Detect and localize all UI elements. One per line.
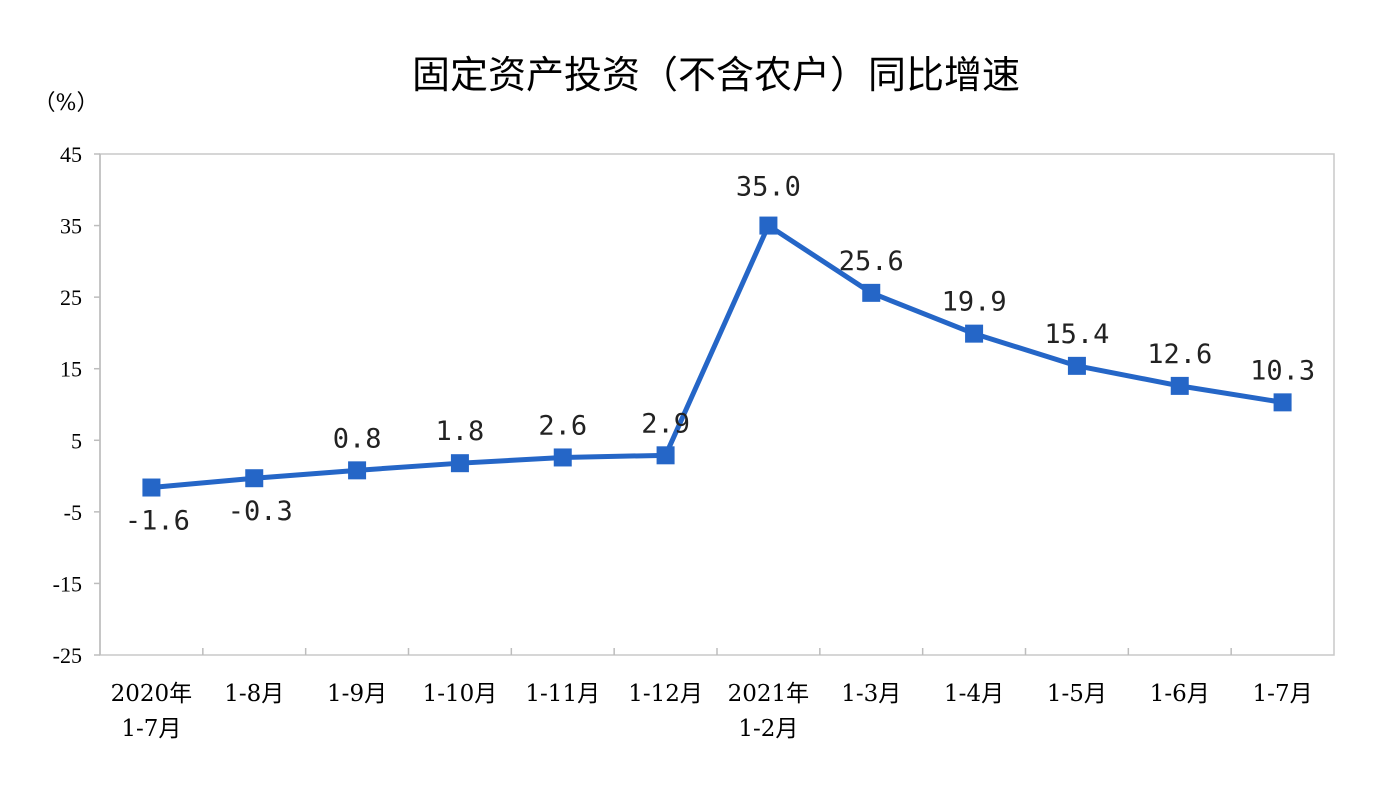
x-tick-label: 1-2月 — [738, 716, 798, 742]
data-point — [1170, 376, 1189, 395]
data-label: 35.0 — [736, 172, 801, 203]
y-tick-label: -25 — [53, 643, 82, 668]
x-tick-label: 1-11月 — [525, 681, 600, 707]
x-tick-label: 1-5月 — [1047, 681, 1107, 707]
data-point — [1273, 393, 1292, 412]
data-point — [348, 461, 367, 480]
y-axis: 45 35 25 15 5 -5 -15 -25 — [53, 142, 101, 668]
data-point — [245, 469, 264, 488]
data-label: 15.4 — [1044, 319, 1109, 350]
data-label: 25.6 — [839, 246, 904, 277]
x-tick-label: 1-7月 — [121, 716, 181, 742]
data-point — [759, 216, 778, 235]
y-tick-label: 25 — [60, 285, 82, 310]
y-tick-label: -5 — [64, 500, 82, 525]
series-layer — [142, 216, 1292, 497]
data-point — [862, 283, 881, 302]
y-unit-label: （%） — [34, 91, 99, 116]
data-point — [553, 448, 572, 467]
x-tick-label: 1-4月 — [944, 681, 1004, 707]
data-label: 10.3 — [1250, 355, 1315, 386]
x-tick-label: 1-6月 — [1150, 681, 1210, 707]
data-label: 2.9 — [641, 408, 690, 439]
data-point — [142, 478, 161, 497]
data-point — [656, 446, 675, 465]
x-tick-label: 1-8月 — [224, 681, 284, 707]
data-labels: -1.6 -0.3 0.8 1.8 2.6 2.9 35.0 25.6 19.9 15.4 12.6… — [125, 172, 1315, 537]
data-label: 12.6 — [1147, 339, 1212, 370]
x-tick-label: 1-10月 — [423, 681, 498, 707]
x-tick-label: 1-9月 — [327, 681, 387, 707]
data-point — [965, 324, 984, 343]
y-tick-label: -15 — [53, 571, 82, 596]
chart-title: 固定资产投资（不含农户）同比增速 — [412, 53, 1020, 97]
y-tick-label: 35 — [60, 214, 82, 239]
y-tick-label: 15 — [60, 357, 82, 382]
data-label: -1.6 — [125, 506, 190, 537]
data-label: 2.6 — [538, 410, 587, 441]
x-tick-label: 1-12月 — [628, 681, 703, 707]
series-line — [151, 223, 1283, 491]
data-label: 1.8 — [436, 416, 485, 447]
x-tick-label: 1-3月 — [841, 681, 901, 707]
y-tick-label: 5 — [71, 428, 82, 453]
plot-frame — [99, 153, 1335, 656]
x-tick-label: 2020年 — [111, 681, 193, 707]
data-label: -0.3 — [228, 496, 293, 527]
data-label: 19.9 — [942, 287, 1007, 318]
data-point — [450, 454, 469, 473]
data-point — [1067, 356, 1086, 375]
data-label: 0.8 — [333, 423, 382, 454]
x-tick-label: 2021年 — [728, 681, 810, 707]
y-tick-label: 45 — [60, 142, 82, 167]
x-tick-label: 1-7月 — [1253, 681, 1313, 707]
x-axis: 2020年 1-7月 1-8月 1-9月 1-10月 1-11月 1-12月 2021年 1-2… — [111, 648, 1313, 742]
